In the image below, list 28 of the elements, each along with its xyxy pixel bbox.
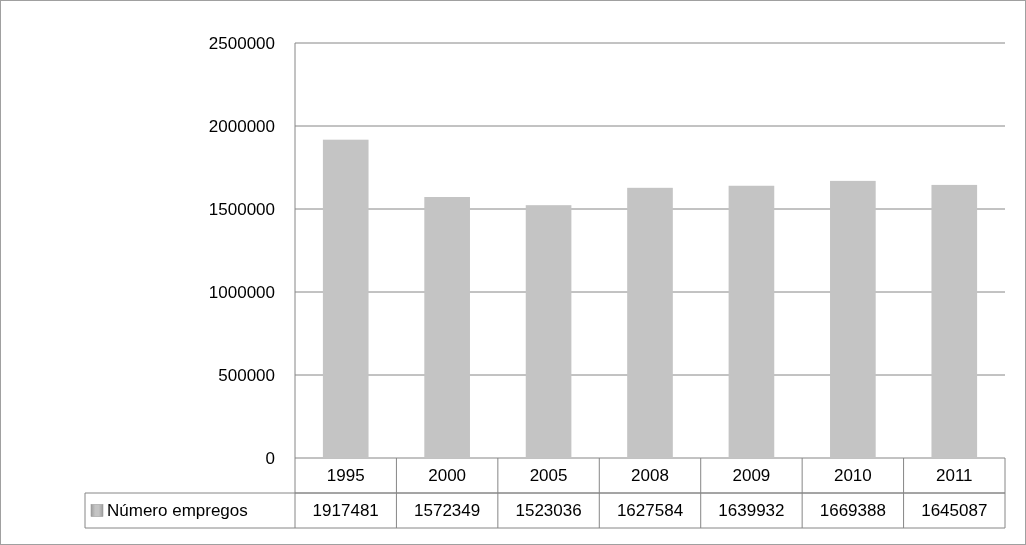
legend-label: Número empregos	[107, 501, 248, 521]
bar	[830, 180, 876, 458]
x-tick-label: 2005	[529, 466, 568, 486]
y-tick-label: 1000000	[208, 282, 275, 302]
bar	[322, 139, 369, 458]
y-tick-label: 2500000	[208, 33, 275, 53]
y-tick-label: 500000	[218, 365, 275, 385]
data-label: 1645087	[921, 501, 988, 521]
x-tick-label: 2011	[936, 466, 973, 486]
data-label: 1627584	[616, 501, 684, 521]
data-label: 1523036	[515, 501, 582, 521]
y-tick-label: 2000000	[208, 116, 275, 136]
bar	[627, 187, 673, 458]
y-tick-label: 1500000	[208, 199, 275, 219]
bar	[931, 184, 978, 458]
bar	[424, 196, 470, 458]
data-label: 1639932	[718, 501, 785, 521]
x-tick-label: 2008	[631, 466, 669, 486]
x-tick-label: 2010	[833, 466, 872, 486]
y-tick-label: 0	[265, 448, 275, 468]
bar	[525, 205, 572, 458]
bar	[728, 185, 775, 458]
x-tick-label: 1995	[326, 466, 365, 486]
x-tick-label: 2000	[428, 466, 467, 486]
data-label: 1917481	[312, 501, 379, 521]
x-tick-label: 2009	[732, 466, 771, 486]
data-label: 1572349	[414, 501, 481, 521]
data-label: 1669388	[819, 501, 886, 521]
